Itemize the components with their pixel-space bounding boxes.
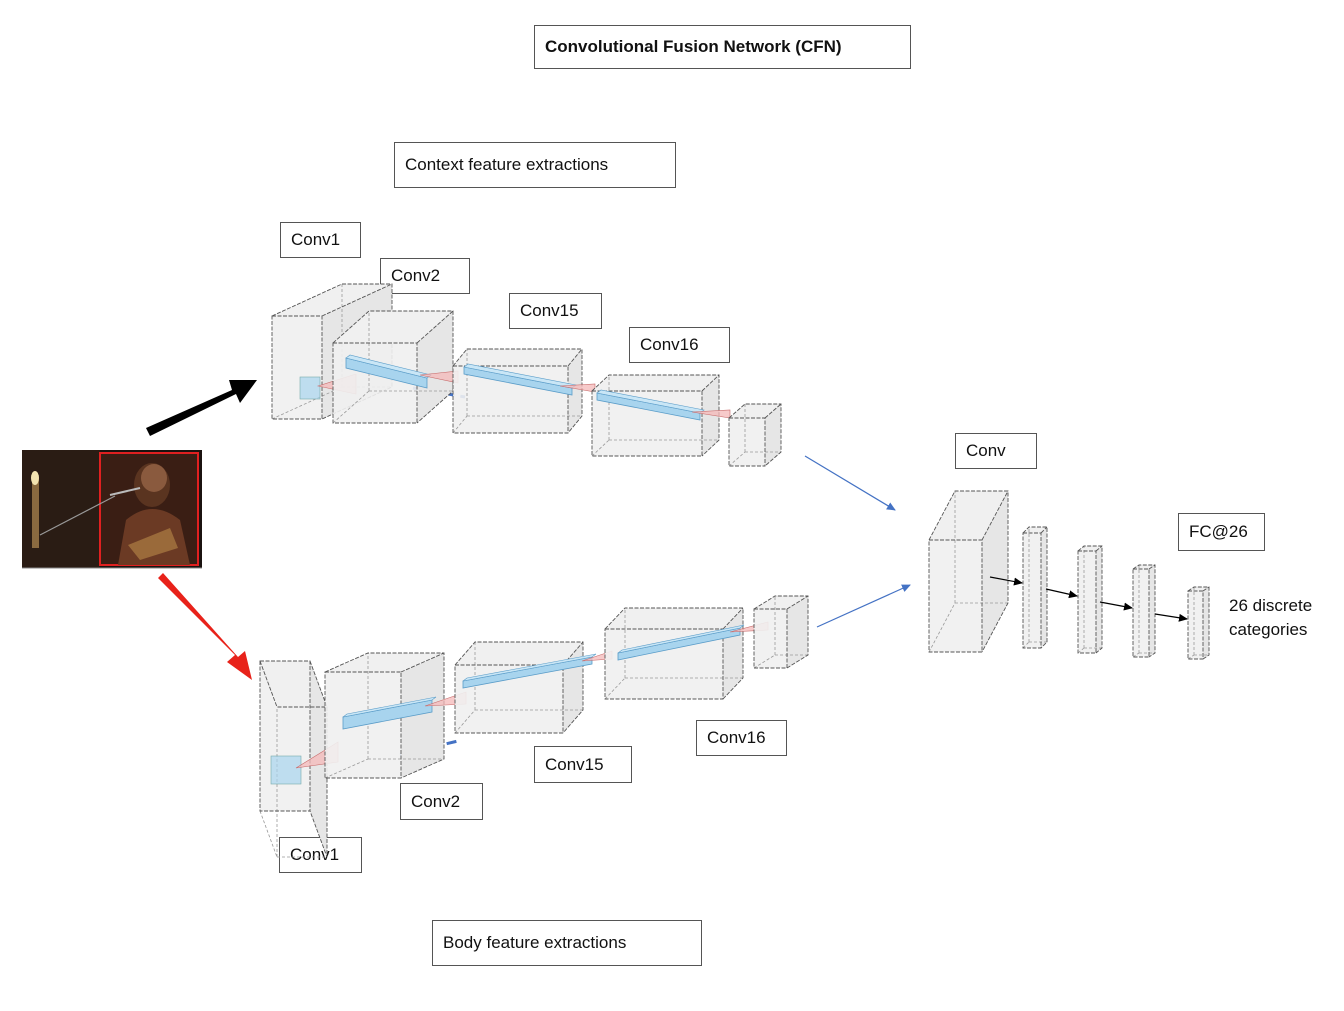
body-conv15-label: Conv15 <box>534 746 632 783</box>
fusion-flow-arrow-3 <box>1099 601 1133 611</box>
body-conv16-label: Conv16 <box>696 720 787 756</box>
body-output-block <box>753 595 809 669</box>
fusion-flow-arrow-4 <box>1154 613 1188 622</box>
title: Convolutional Fusion Network (CFN) <box>534 25 911 69</box>
fusion-flow-arrow-2 <box>1045 588 1078 599</box>
context-output-block <box>728 403 782 467</box>
context-conv1-label: Conv1 <box>280 222 361 258</box>
body-conv16-feature <box>617 624 745 661</box>
fc-layer-2 <box>1077 545 1103 654</box>
context-conv15-feature <box>463 363 577 396</box>
context-conv16-label: Conv16 <box>629 327 730 363</box>
output-label-line2: categories <box>1229 620 1308 639</box>
fc-label: FC@26 <box>1178 513 1265 551</box>
context-conv1-kernel <box>299 376 321 400</box>
fc-layer-3 <box>1132 564 1156 658</box>
fc-output-layer <box>1187 586 1210 660</box>
body-to-fusion-connector <box>816 584 911 628</box>
fusion-conv-label: Conv <box>955 433 1037 469</box>
body-conv15-block <box>454 641 584 734</box>
context-to-fusion-connector <box>804 455 896 511</box>
context-conv2-label: Conv2 <box>380 258 470 294</box>
fc-layer-1 <box>1022 526 1048 649</box>
context-conv16-block <box>591 374 720 457</box>
context-heading: Context feature extractions <box>394 142 676 188</box>
context-conv15-cone <box>559 383 596 393</box>
body-conv2-feature <box>342 696 437 730</box>
fusion-layers <box>928 490 1210 660</box>
body-ellipsis <box>399 738 463 757</box>
input-image <box>22 450 202 569</box>
fusion-flow-arrow-1 <box>989 576 1023 586</box>
body-conv1-kernel <box>270 755 302 785</box>
output-label-line1: 26 discrete <box>1229 596 1313 615</box>
context-arrow <box>146 380 257 436</box>
body-conv2-label: Conv2 <box>400 783 483 820</box>
body-layers <box>259 595 809 858</box>
context-conv15-label: Conv15 <box>509 293 602 329</box>
body-conv2-block <box>324 652 445 779</box>
body-conv15-feature <box>462 653 597 689</box>
fusion-conv-block <box>928 490 1009 653</box>
context-conv16-cone <box>691 409 731 419</box>
body-heading: Body feature extractions <box>432 920 702 966</box>
context-conv16-feature <box>596 389 705 421</box>
body-arrow <box>158 573 252 680</box>
context-layers <box>271 283 782 467</box>
